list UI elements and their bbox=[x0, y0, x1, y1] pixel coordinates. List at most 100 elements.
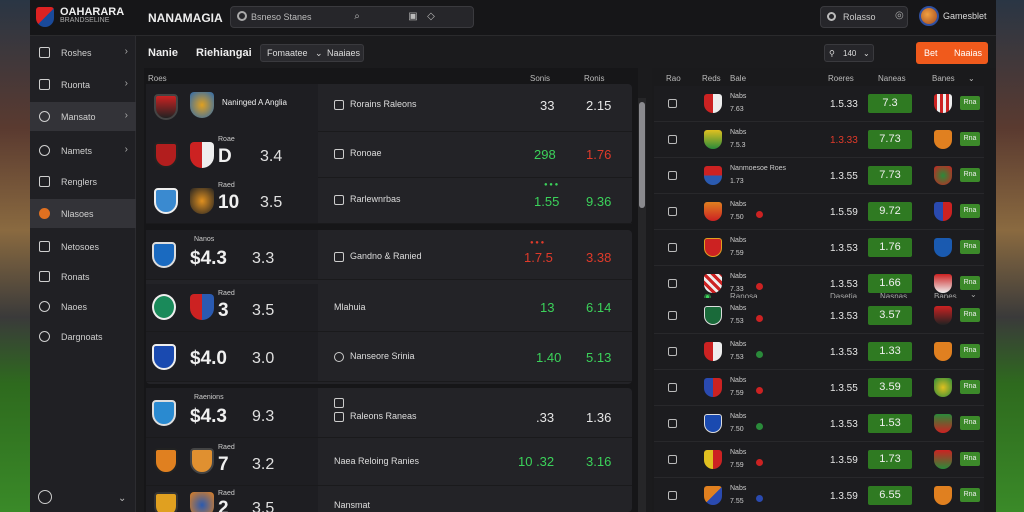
info-icon[interactable] bbox=[334, 352, 344, 362]
stats-icon[interactable] bbox=[334, 195, 344, 205]
brand-logo[interactable]: OAHARARA BRANDSELINE bbox=[36, 7, 124, 27]
history-icon[interactable] bbox=[334, 398, 344, 408]
settings-icon[interactable]: ◎ bbox=[895, 10, 904, 21]
odds-row[interactable]: Nanmoesoe Roes 1.73 1.3.55 7.73 Rna bbox=[654, 158, 984, 194]
scrollbar[interactable] bbox=[638, 98, 646, 512]
count-filter[interactable]: ⚲ 140 ⌄ bbox=[824, 44, 874, 62]
odds-row[interactable]: Nabs 7.50 1.3.53 1.53 Rna bbox=[654, 406, 984, 442]
table-row[interactable]: Raenions $4.3 9.3 Raleons Raneas .33 1.3… bbox=[146, 388, 632, 438]
stats-icon[interactable] bbox=[334, 149, 344, 159]
sidebar-item-renglers[interactable]: Renglers bbox=[30, 167, 136, 196]
select-button[interactable]: Rna bbox=[960, 204, 980, 218]
select-button[interactable]: Rna bbox=[960, 488, 980, 502]
odd-value[interactable]: 1.7.5 bbox=[524, 250, 553, 265]
username[interactable]: Gamesblet bbox=[943, 11, 987, 21]
filter-icon[interactable]: ▣ bbox=[408, 11, 418, 22]
odd-button[interactable]: 1.33 bbox=[868, 342, 912, 361]
sidebar-item-ruonta[interactable]: Ruonta › bbox=[30, 70, 136, 99]
stats-icon[interactable] bbox=[334, 252, 344, 262]
search-input[interactable]: Bsneso Stanes bbox=[251, 12, 312, 22]
odd-value[interactable]: 1.40 bbox=[536, 350, 562, 365]
odd-button[interactable]: 1.66 bbox=[868, 274, 912, 293]
odd-button[interactable]: 3.57 bbox=[868, 306, 912, 325]
select-button[interactable]: Rna bbox=[960, 380, 980, 394]
scrollbar-thumb[interactable] bbox=[639, 102, 645, 208]
odds-row[interactable]: Nabs 7.53 1.3.53 1.33 Rna bbox=[654, 334, 984, 370]
odd-value[interactable]: 2.15 bbox=[586, 98, 612, 113]
select-button[interactable]: Rna bbox=[960, 240, 980, 254]
odds-row[interactable]: Nabs 7.53 1.3.53 3.57 Rna bbox=[654, 298, 984, 334]
sidebar-item-netosoes[interactable]: Netosoes bbox=[30, 232, 136, 261]
select-button[interactable]: Rna bbox=[960, 344, 980, 358]
table-row[interactable]: Naninged A Anglia Rorains Raleons 33 2.1… bbox=[146, 84, 632, 132]
odd-button[interactable]: 6.55 bbox=[868, 486, 912, 505]
odds-row[interactable]: Nabs 7.59 1.3.59 1.73 Rna bbox=[654, 442, 984, 478]
search-bar[interactable]: Bsneso Stanes ⌕ ▣ ◇ bbox=[230, 6, 474, 28]
table-row[interactable]: Raed 3 3.5 Mlahuia 13 6.14 bbox=[146, 284, 632, 332]
place-bet-button[interactable]: Bet Naaias bbox=[916, 42, 988, 64]
select-button[interactable]: Rna bbox=[960, 452, 980, 466]
odd-value[interactable]: .33 bbox=[536, 410, 555, 425]
table-row[interactable]: Raed 2 3.5 Nansmat bbox=[146, 486, 632, 512]
shield-small-icon[interactable]: ◇ bbox=[427, 11, 435, 22]
select-button[interactable]: Rna bbox=[960, 308, 980, 322]
odd-value[interactable]: 9.36 bbox=[586, 194, 612, 209]
odd-button[interactable]: 7.73 bbox=[868, 130, 912, 149]
chevron-down-icon[interactable]: ⌄ bbox=[970, 290, 977, 299]
odd-value[interactable]: 1.36 bbox=[586, 410, 612, 425]
table-row[interactable]: Roae D 3.4 Ronoae 298 1.76 bbox=[146, 130, 632, 178]
stats-icon[interactable] bbox=[334, 412, 344, 422]
odd-button[interactable]: 1.76 bbox=[868, 238, 912, 257]
collapse-sidebar-icon[interactable]: ⌄ bbox=[118, 493, 127, 504]
table-row[interactable]: Raed 7 3.2 Naea Reloing Ranies 10 .32 3.… bbox=[146, 438, 632, 486]
sidebar-item-dargnoats[interactable]: Dargnoats bbox=[30, 322, 136, 351]
odds-row[interactable]: Nabs 7.33 1.3.53 1.66 Rna bbox=[654, 266, 984, 302]
select-button[interactable]: Rna bbox=[960, 276, 980, 290]
select-button[interactable]: Rna bbox=[960, 168, 980, 182]
filter-dropdown[interactable]: Fomaatee ⌄ Naaiaes bbox=[260, 44, 364, 62]
table-row[interactable]: Raed 10 3.5 Rarlewnrbas ● ● ● 1.55 9.36 bbox=[146, 176, 632, 224]
shield-logo-icon bbox=[36, 7, 54, 27]
odd-value[interactable]: 3.38 bbox=[586, 250, 612, 265]
sidebar-item-roshes[interactable]: Roshes › bbox=[30, 38, 136, 67]
sidebar-item-ronats[interactable]: Ronats bbox=[30, 262, 136, 291]
select-button[interactable]: Rna bbox=[960, 132, 980, 146]
odds-row[interactable]: Nabs 7.59 1.3.53 1.76 Rna bbox=[654, 230, 984, 266]
table-row[interactable]: $4.0 3.0 Nanseore Srinia 1.40 5.13 bbox=[146, 332, 632, 382]
odd-button[interactable]: 9.72 bbox=[868, 202, 912, 221]
stats-icon[interactable] bbox=[334, 100, 344, 110]
sidebar-item-namets[interactable]: Namets › bbox=[30, 136, 136, 165]
odd-value[interactable]: 5.13 bbox=[586, 350, 612, 365]
odd-button[interactable]: 7.73 bbox=[868, 166, 912, 185]
odds-row[interactable]: Nabs 7.50 1.5.59 9.72 Rna bbox=[654, 194, 984, 230]
select-button[interactable]: Rna bbox=[960, 96, 980, 110]
odd-value[interactable]: 3.16 bbox=[586, 454, 612, 469]
help-icon[interactable] bbox=[38, 490, 52, 504]
odd-button[interactable]: 7.3 bbox=[868, 94, 912, 113]
user-search-box[interactable]: Rolasso ◎ bbox=[820, 6, 908, 28]
team-mini-label: Raed bbox=[218, 490, 235, 497]
odds-row[interactable]: Nabs 7.55 1.3.59 6.55 Rna bbox=[654, 478, 984, 512]
odd-value[interactable]: 1.76 bbox=[586, 147, 612, 162]
table-row[interactable]: Nanos $4.3 3.3 Gandno & Ranied ● ● ● 1.7… bbox=[146, 230, 632, 280]
odds-row[interactable]: Nabs 7.59 1.3.55 3.59 Rna bbox=[654, 370, 984, 406]
odd-value[interactable]: 298 bbox=[534, 147, 556, 162]
odd-value[interactable]: 1.55 bbox=[534, 194, 560, 209]
avatar[interactable] bbox=[919, 6, 939, 26]
sidebar-item-nlasoes[interactable]: Nlasoes bbox=[30, 199, 136, 228]
odds-row[interactable]: Nabs 7.5.3 1.3.33 7.73 Rna bbox=[654, 122, 984, 158]
odd-value[interactable]: 33 bbox=[540, 98, 555, 113]
select-button[interactable]: Rna bbox=[960, 416, 980, 430]
odd-button[interactable]: 3.59 bbox=[868, 378, 912, 397]
odd-value[interactable]: 10 .32 bbox=[518, 454, 555, 469]
chevron-down-icon[interactable]: ⌄ bbox=[968, 74, 975, 83]
odds-row[interactable]: Nabs 7.63 1.5.33 7.3 Rna bbox=[654, 86, 984, 122]
odd-button[interactable]: 1.73 bbox=[868, 450, 912, 469]
odd-value[interactable]: 6.14 bbox=[586, 300, 612, 315]
sidebar-item-mansato[interactable]: Mansato › bbox=[30, 102, 136, 131]
search-submit-icon[interactable]: ⌕ bbox=[354, 11, 360, 22]
odd-button[interactable]: 1.53 bbox=[868, 414, 912, 433]
sidebar-item-label: Roshes bbox=[61, 48, 92, 58]
odd-value[interactable]: 13 bbox=[540, 300, 555, 315]
sidebar-item-naoes[interactable]: Naoes bbox=[30, 292, 136, 321]
